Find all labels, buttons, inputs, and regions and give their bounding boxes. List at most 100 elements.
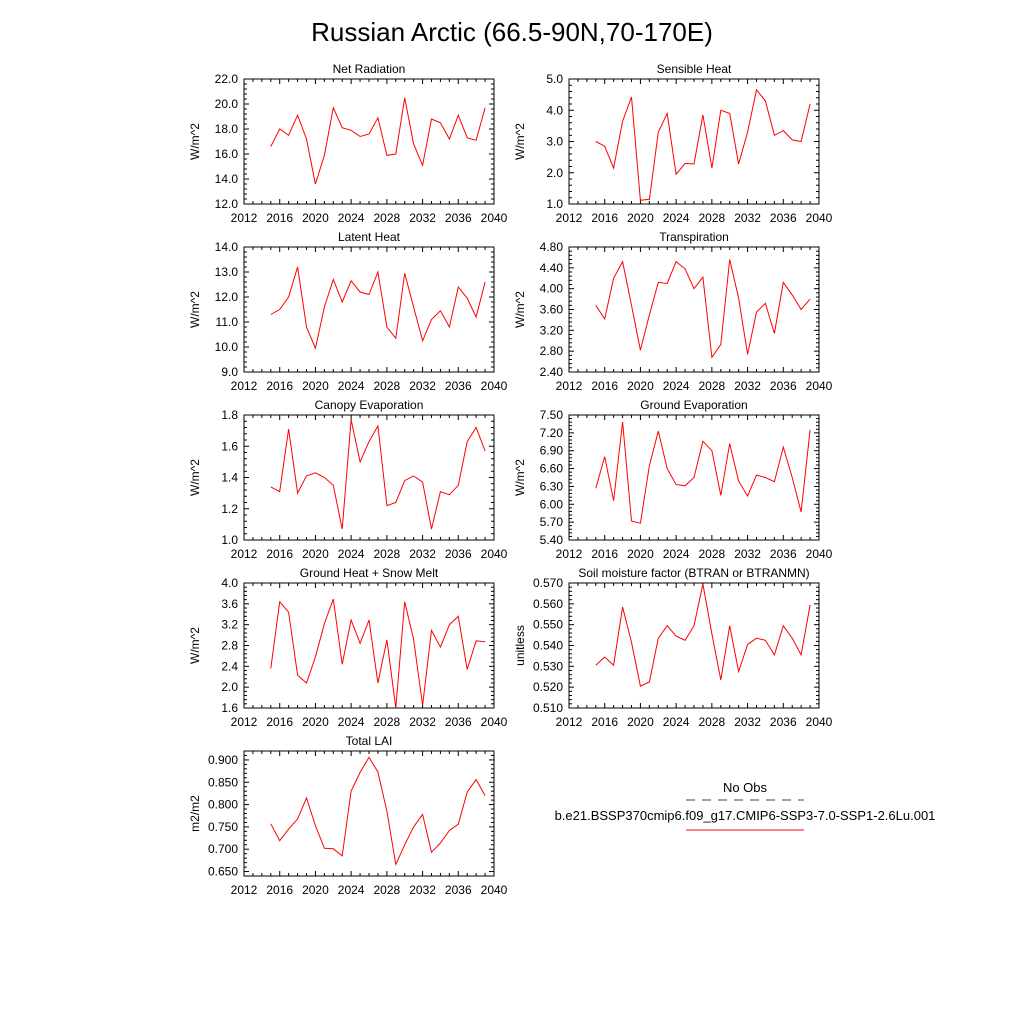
y-tick-label: 1.8 xyxy=(221,408,238,422)
y-tick-label: 0.510 xyxy=(533,701,563,715)
x-tick-label: 2028 xyxy=(699,715,726,729)
x-tick-label: 2028 xyxy=(374,211,401,225)
y-tick-label: 0.850 xyxy=(208,775,238,789)
y-tick-label: 2.0 xyxy=(221,680,238,694)
x-tick-label: 2020 xyxy=(627,211,654,225)
legend: No Obs b.e21.BSSP370cmip6.f09_g17.CMIP6-… xyxy=(555,780,936,831)
x-tick-label: 2028 xyxy=(699,547,726,561)
x-tick-label: 2032 xyxy=(734,211,761,225)
y-tick-label: 6.00 xyxy=(540,497,564,511)
y-axis-label: W/m^2 xyxy=(188,459,202,496)
x-tick-label: 2032 xyxy=(409,379,436,393)
legend-case-label: b.e21.BSSP370cmip6.f09_g17.CMIP6-SSP3-7.… xyxy=(555,808,936,823)
x-tick-label: 2036 xyxy=(770,211,797,225)
x-tick-label: 2024 xyxy=(663,211,690,225)
x-tick-label: 2020 xyxy=(627,715,654,729)
x-tick-label: 2032 xyxy=(734,379,761,393)
y-tick-label: 4.40 xyxy=(540,261,564,275)
y-axis-label: W/m^2 xyxy=(513,291,527,328)
x-tick-label: 2016 xyxy=(266,211,293,225)
y-tick-label: 6.30 xyxy=(540,479,564,493)
x-tick-label: 2020 xyxy=(302,715,329,729)
x-tick-label: 2020 xyxy=(627,379,654,393)
y-tick-label: 3.6 xyxy=(221,597,238,611)
x-tick-label: 2032 xyxy=(409,715,436,729)
y-tick-label: 0.520 xyxy=(533,680,563,694)
x-tick-label: 2020 xyxy=(302,211,329,225)
x-tick-label: 2024 xyxy=(338,715,365,729)
x-tick-label: 2040 xyxy=(481,379,508,393)
x-tick-label: 2032 xyxy=(734,715,761,729)
panel-title: Latent Heat xyxy=(338,230,401,244)
y-tick-label: 5.70 xyxy=(540,515,564,529)
y-tick-label: 6.60 xyxy=(540,462,564,476)
x-tick-label: 2036 xyxy=(445,715,472,729)
y-tick-label: 18.0 xyxy=(215,122,239,136)
x-tick-label: 2012 xyxy=(556,211,583,225)
figure-title: Russian Arctic (66.5-90N,70-170E) xyxy=(311,17,713,47)
series-line xyxy=(270,756,486,867)
y-tick-label: 3.2 xyxy=(221,618,238,632)
x-tick-label: 2016 xyxy=(266,715,293,729)
x-tick-label: 2016 xyxy=(266,883,293,897)
y-tick-label: 3.0 xyxy=(546,135,563,149)
x-tick-label: 2036 xyxy=(770,715,797,729)
x-tick-label: 2024 xyxy=(663,715,690,729)
y-tick-label: 7.50 xyxy=(540,408,564,422)
legend-obs-label: No Obs xyxy=(723,780,768,795)
y-axis-label: W/m^2 xyxy=(188,627,202,664)
y-tick-label: 2.8 xyxy=(221,639,238,653)
panel-title: Ground Evaporation xyxy=(640,398,747,412)
x-tick-label: 2024 xyxy=(663,547,690,561)
x-tick-label: 2016 xyxy=(591,547,618,561)
y-tick-label: 0.800 xyxy=(208,798,238,812)
panel-title: Sensible Heat xyxy=(657,62,732,76)
x-tick-label: 2020 xyxy=(302,379,329,393)
x-tick-label: 2036 xyxy=(445,379,472,393)
panel-1: Net Radiation W/m^2 2012 2016 2020 2024 2028 20… xyxy=(188,62,508,225)
y-tick-label: 1.4 xyxy=(221,471,238,485)
panel-frame xyxy=(243,78,495,205)
y-tick-label: 14.0 xyxy=(215,240,239,254)
series-line xyxy=(270,598,486,709)
panel-title: Total LAI xyxy=(346,734,393,748)
panel-frame xyxy=(243,750,495,877)
y-tick-label: 7.20 xyxy=(540,426,564,440)
x-tick-label: 2040 xyxy=(806,379,833,393)
y-tick-label: 10.0 xyxy=(215,340,239,354)
x-tick-label: 2012 xyxy=(556,547,583,561)
x-tick-label: 2040 xyxy=(481,715,508,729)
y-axis-label: unitless xyxy=(513,625,527,666)
panel-frame xyxy=(243,246,495,373)
y-tick-label: 2.0 xyxy=(546,166,563,180)
x-tick-label: 2036 xyxy=(770,547,797,561)
panel-3: Latent Heat W/m^2 2012 2016 2020 2024 2028 2032… xyxy=(188,230,508,393)
y-tick-label: 0.650 xyxy=(208,865,238,879)
x-tick-label: 2024 xyxy=(663,379,690,393)
y-tick-label: 1.6 xyxy=(221,439,238,453)
x-tick-label: 2012 xyxy=(231,547,258,561)
y-axis-label: W/m^2 xyxy=(188,291,202,328)
y-tick-label: 2.40 xyxy=(540,365,564,379)
x-tick-label: 2028 xyxy=(374,715,401,729)
panel-8: Soil moisture factor (BTRAN or BTRANMN) u… xyxy=(513,566,833,729)
panel-9: Total LAI m2/m2 2012 2016 2020 2024 2028 2032 20… xyxy=(188,734,508,897)
x-tick-label: 2032 xyxy=(409,883,436,897)
x-tick-label: 2040 xyxy=(481,211,508,225)
x-tick-label: 2016 xyxy=(591,211,618,225)
y-tick-label: 12.0 xyxy=(215,197,239,211)
x-tick-label: 2020 xyxy=(627,547,654,561)
panel-title: Canopy Evaporation xyxy=(315,398,424,412)
y-axis-label: m2/m2 xyxy=(188,795,202,832)
y-tick-label: 16.0 xyxy=(215,147,239,161)
y-tick-label: 20.0 xyxy=(215,97,239,111)
x-tick-label: 2036 xyxy=(770,379,797,393)
x-tick-label: 2032 xyxy=(734,547,761,561)
y-tick-label: 0.560 xyxy=(533,597,563,611)
panel-5: Canopy Evaporation W/m^2 2012 2016 2020 2024 2… xyxy=(188,398,508,561)
series-line xyxy=(595,422,811,524)
x-tick-label: 2012 xyxy=(231,883,258,897)
x-tick-label: 2012 xyxy=(231,379,258,393)
y-tick-label: 11.0 xyxy=(216,315,239,329)
series-line xyxy=(595,583,811,687)
